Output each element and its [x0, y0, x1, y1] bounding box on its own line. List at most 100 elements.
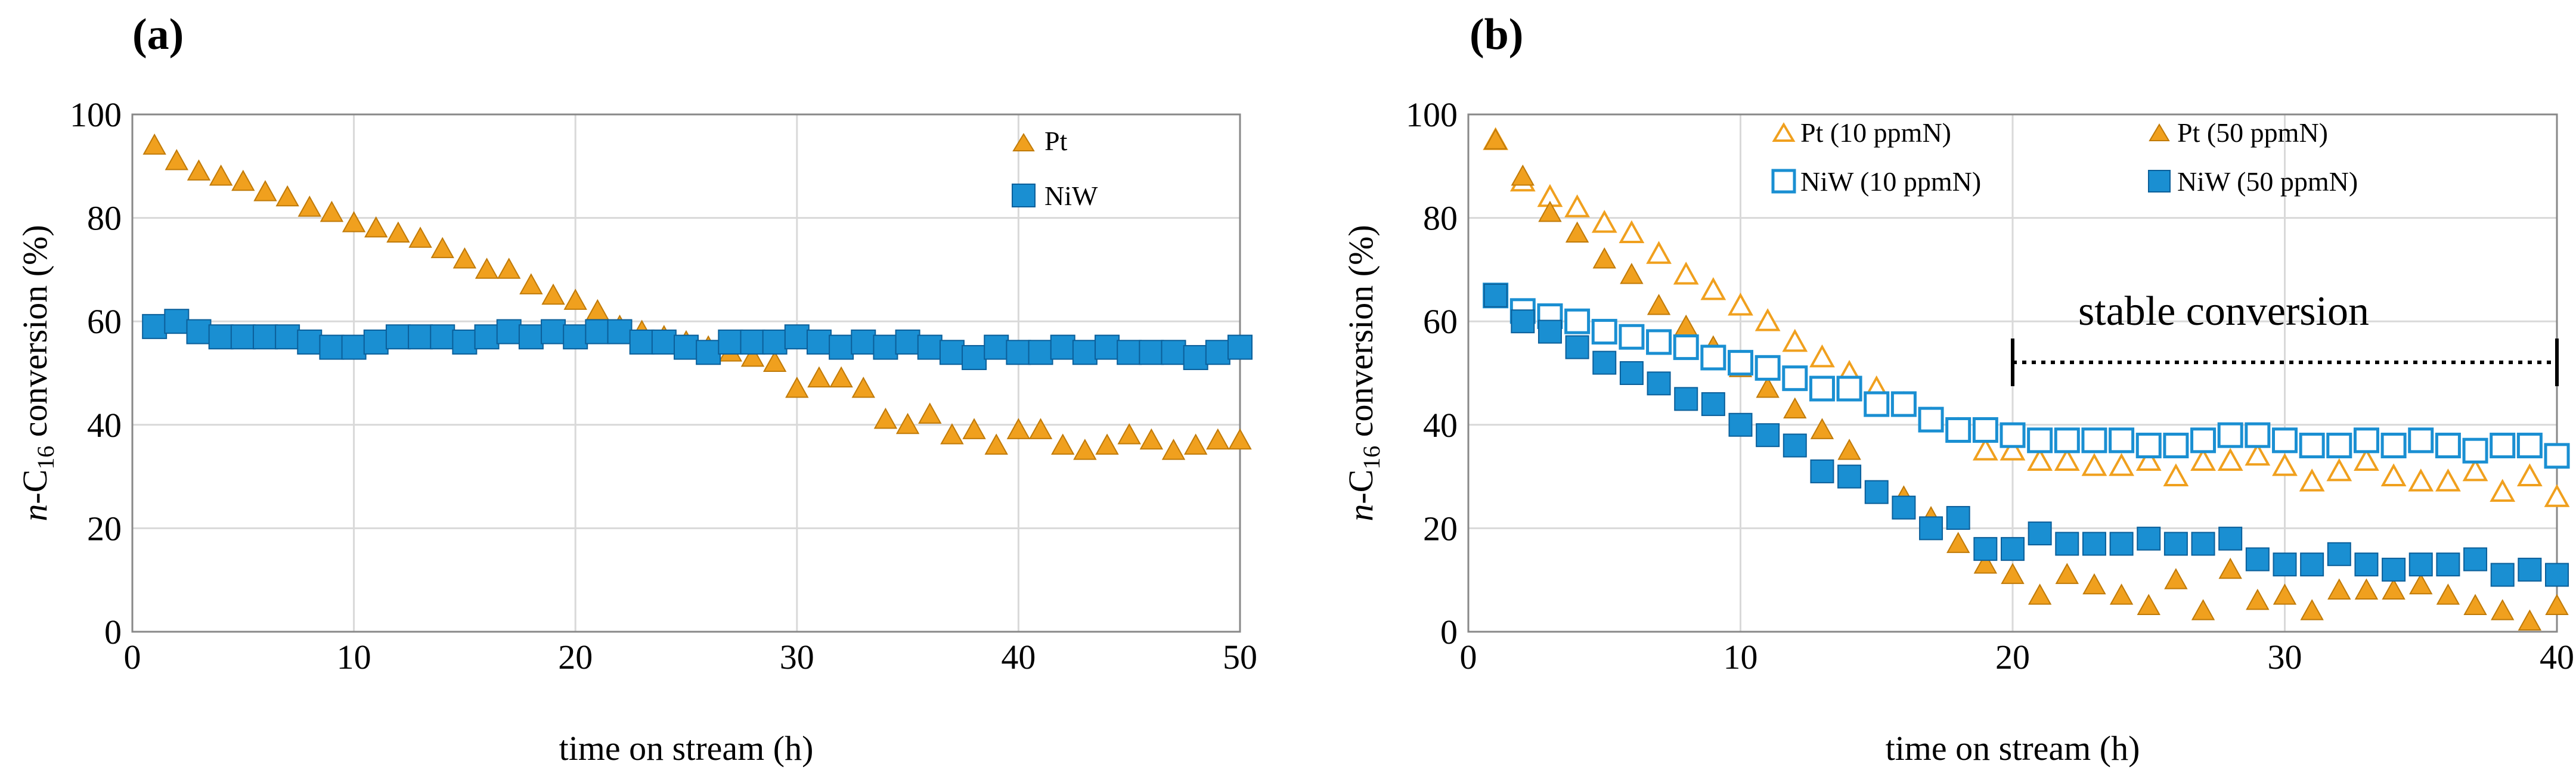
- point-b-niw-10-ppmn: [2462, 437, 2488, 464]
- point-b-pt-50-ppmn: [2545, 594, 2569, 615]
- point-b-niw-50-ppmn: [2300, 552, 2324, 577]
- point-b-niw-10-ppmn: [1619, 324, 1645, 350]
- panel-b-label: (b): [1470, 10, 1523, 59]
- panel-a-plot-frame: [131, 113, 1241, 633]
- point-a-pt: [275, 185, 299, 207]
- point-a-niw: [474, 324, 500, 350]
- y-tick-label: 0: [104, 613, 122, 651]
- point-a-niw: [1183, 344, 1208, 370]
- point-a-pt: [1183, 433, 1208, 455]
- point-b-niw-50-ppmn: [1810, 459, 1834, 483]
- legend-label-pt-50: Pt (50 ppmN): [2177, 117, 2328, 148]
- point-b-niw-50-ppmn: [1619, 361, 1644, 385]
- point-a-pt: [1206, 428, 1230, 450]
- point-b-pt-10-ppmn: [1782, 328, 1808, 352]
- point-b-niw-10-ppmn: [2490, 433, 2516, 459]
- point-b-pt-10-ppmn: [2326, 458, 2352, 482]
- point-b-niw-50-ppmn: [2028, 521, 2052, 546]
- point-a-pt: [1139, 428, 1164, 450]
- point-b-niw-10-ppmn: [1564, 308, 1591, 334]
- panel-a-legend: Pt NiW: [1012, 126, 1098, 211]
- point-b-niw-50-ppmn: [2545, 563, 2569, 587]
- point-b-pt-10-ppmn: [1673, 261, 1699, 285]
- point-a-niw: [563, 324, 588, 350]
- panel-b-tick-labels: 0 10 20 30 40 0 20 40 60 80 100: [1406, 95, 2574, 676]
- point-a-pt: [785, 376, 809, 398]
- point-b-niw-50-ppmn: [1674, 387, 1698, 411]
- legend-marker-pt: [1012, 133, 1035, 151]
- point-a-niw: [275, 324, 300, 350]
- point-b-niw-10-ppmn: [1945, 417, 1971, 443]
- point-a-niw: [1028, 340, 1053, 365]
- point-b-niw-50-ppmn: [2191, 532, 2215, 556]
- panel-b-legend: Pt (10 ppmN) Pt (50 ppmN) NiW (10 ppmN) …: [1771, 117, 2358, 197]
- point-b-niw-50-ppmn: [2273, 552, 2297, 577]
- point-b-niw-50-ppmn: [2001, 537, 2025, 561]
- point-b-pt-50-ppmn: [1810, 418, 1834, 439]
- x-tick-label: 40: [1001, 638, 1036, 676]
- y-tick-label: 20: [87, 509, 122, 548]
- point-b-pt-10-ppmn: [2109, 453, 2134, 476]
- panel-b-ylabel-main: -C: [1341, 470, 1380, 504]
- legend-marker-pt-10: [1772, 122, 1796, 142]
- point-b-pt-50-ppmn: [2463, 594, 2487, 615]
- point-b-niw-50-ppmn: [1946, 506, 1970, 530]
- point-a-pt: [541, 283, 565, 305]
- point-b-niw-10-ppmn: [1673, 334, 1699, 361]
- point-b-niw-50-ppmn: [2382, 557, 2406, 582]
- panel-a-ylabel-sub: 16: [32, 446, 59, 470]
- point-b-pt-50-ppmn: [2409, 573, 2433, 595]
- x-tick-label: 10: [337, 638, 371, 676]
- point-b-pt-50-ppmn: [2218, 557, 2242, 579]
- point-a-niw: [984, 334, 1009, 360]
- point-b-niw-50-ppmn: [1919, 516, 1943, 541]
- x-tick-label: 0: [1460, 638, 1477, 676]
- point-a-niw: [385, 324, 411, 350]
- point-a-niw: [651, 329, 677, 355]
- point-a-pt: [452, 247, 477, 269]
- point-a-pt: [1161, 439, 1186, 460]
- point-a-pt: [1117, 423, 1141, 445]
- x-tick-label: 20: [1995, 638, 2030, 676]
- panel-a-ylabel-main: -C: [16, 470, 54, 504]
- point-a-niw: [607, 319, 633, 344]
- point-a-niw: [762, 329, 788, 355]
- point-a-niw: [1050, 334, 1075, 360]
- point-b-niw-50-ppmn: [2163, 532, 2188, 556]
- point-b-niw-10-ppmn: [1972, 417, 1998, 443]
- point-b-niw-50-ppmn: [1892, 495, 1916, 520]
- point-b-niw-10-ppmn: [2217, 422, 2243, 448]
- point-b-pt-10-ppmn: [1646, 241, 1672, 264]
- point-b-niw-10-ppmn: [2163, 433, 2189, 459]
- point-a-pt: [320, 200, 344, 222]
- point-a-niw: [186, 319, 212, 344]
- point-a-niw: [674, 334, 699, 360]
- point-b-pt-50-ppmn: [1538, 200, 1562, 222]
- point-b-pt-10-ppmn: [1591, 210, 1617, 233]
- point-b-pt-10-ppmn: [1972, 437, 1998, 461]
- point-a-niw: [408, 324, 433, 350]
- point-b-pt-10-ppmn: [2027, 448, 2053, 471]
- point-b-niw-10-ppmn: [2190, 427, 2217, 454]
- point-b-pt-50-ppmn: [1674, 314, 1698, 336]
- point-a-pt: [1028, 418, 1053, 439]
- legend-marker-niw-10: [1771, 169, 1796, 194]
- point-a-pt: [1073, 439, 1097, 460]
- point-b-pt-10-ppmn: [2163, 463, 2189, 486]
- point-b-pt-10-ppmn: [2544, 484, 2570, 507]
- point-b-pt-10-ppmn: [2354, 448, 2379, 471]
- point-b-pt-50-ppmn: [2382, 578, 2405, 600]
- point-b-niw-10-ppmn: [1809, 375, 1835, 402]
- point-a-niw: [939, 340, 965, 365]
- y-tick-label: 0: [1440, 613, 1458, 651]
- point-b-niw-50-ppmn: [2490, 563, 2515, 587]
- point-b-niw-10-ppmn: [2326, 433, 2352, 459]
- point-b-niw-10-ppmn: [1890, 391, 1917, 417]
- legend-marker-niw-50: [2148, 170, 2171, 192]
- point-b-pt-10-ppmn: [1619, 220, 1645, 244]
- point-b-pt-10-ppmn: [1754, 308, 1781, 331]
- y-tick-label: 100: [1406, 95, 1458, 134]
- x-tick-label: 10: [1723, 638, 1758, 676]
- point-a-niw: [341, 334, 367, 360]
- point-a-niw: [629, 329, 655, 355]
